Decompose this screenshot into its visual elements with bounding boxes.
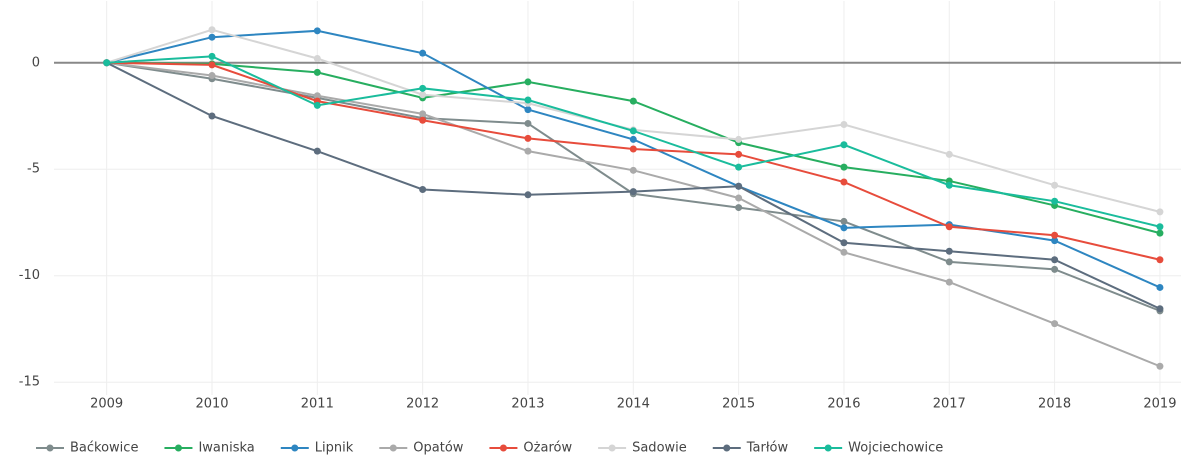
data-point [1156,229,1164,237]
data-point [103,59,111,67]
data-point [629,127,637,135]
x-tick-label: 2018 [1038,397,1071,412]
data-point [313,92,321,100]
data-point [629,145,637,153]
data-point [629,135,637,143]
y-tick-label: 0 [32,55,40,70]
data-point [524,119,532,127]
legend-label: Wojciechowice [848,441,943,456]
legend-marker [46,444,54,452]
data-point [840,121,848,129]
data-point [945,247,953,255]
legend-marker [174,444,182,452]
data-point [735,194,743,202]
data-point [524,134,532,142]
data-point [735,150,743,158]
data-point [840,141,848,149]
data-point [735,204,743,212]
data-point [208,112,216,120]
data-point [840,248,848,256]
x-tick-label: 2010 [195,397,228,412]
data-point [629,188,637,196]
data-point [419,91,427,99]
data-point [735,135,743,143]
legend-label: Lipnik [315,441,354,456]
data-point [1051,320,1059,328]
data-point [419,110,427,118]
data-point [208,33,216,41]
y-tick-label: -10 [19,268,40,283]
legend-marker [824,444,832,452]
data-point [945,223,953,231]
data-point [945,181,953,189]
data-point [840,163,848,171]
data-point [840,217,848,225]
x-tick-label: 2014 [617,397,650,412]
legend-label: Tarłów [746,441,789,456]
data-point [313,55,321,63]
y-tick-label: -15 [19,375,40,390]
data-point [208,61,216,69]
data-point [419,116,427,124]
data-point [313,27,321,35]
data-point [208,26,216,34]
x-tick-label: 2012 [406,397,439,412]
data-point [313,147,321,155]
data-point [524,106,532,114]
data-point [524,96,532,104]
data-point [524,78,532,86]
data-point [840,224,848,232]
data-point [419,84,427,92]
data-point [313,68,321,76]
legend-label: Sadowie [632,441,687,456]
legend-label: Baćkowice [70,441,138,456]
data-point [1156,223,1164,231]
data-point [419,49,427,57]
legend-marker [291,444,299,452]
legend-label: Iwaniska [198,441,254,456]
x-tick-label: 2017 [933,397,966,412]
legend-marker [389,444,397,452]
data-point [735,182,743,190]
data-point [419,185,427,193]
data-point [840,178,848,186]
legend-label: Opatów [413,441,464,456]
x-tick-label: 2016 [827,397,860,412]
data-point [1156,283,1164,291]
data-point [1051,265,1059,273]
data-point [313,101,321,109]
data-point [1156,362,1164,370]
data-point [524,191,532,199]
legend-marker [499,444,507,452]
data-point [629,166,637,174]
data-point [945,150,953,158]
x-tick-label: 2013 [511,397,544,412]
data-point [208,52,216,60]
data-point [945,258,953,266]
data-point [1051,181,1059,189]
x-tick-label: 2019 [1143,397,1176,412]
data-point [840,239,848,247]
x-tick-label: 2011 [301,397,334,412]
x-tick-label: 2015 [722,397,755,412]
data-point [1156,305,1164,313]
legend-label: Ożarów [523,441,572,456]
data-point [208,72,216,80]
data-point [945,278,953,286]
data-point [1156,256,1164,264]
data-point [735,163,743,171]
data-point [1051,256,1059,264]
data-point [1156,208,1164,216]
legend-marker [608,444,616,452]
data-point [1051,237,1059,245]
data-point [1051,231,1059,239]
legend-marker [723,444,731,452]
data-point [1051,197,1059,205]
x-tick-label: 2009 [90,397,123,412]
y-tick-label: -5 [27,162,40,177]
data-point [629,97,637,105]
data-point [524,147,532,155]
